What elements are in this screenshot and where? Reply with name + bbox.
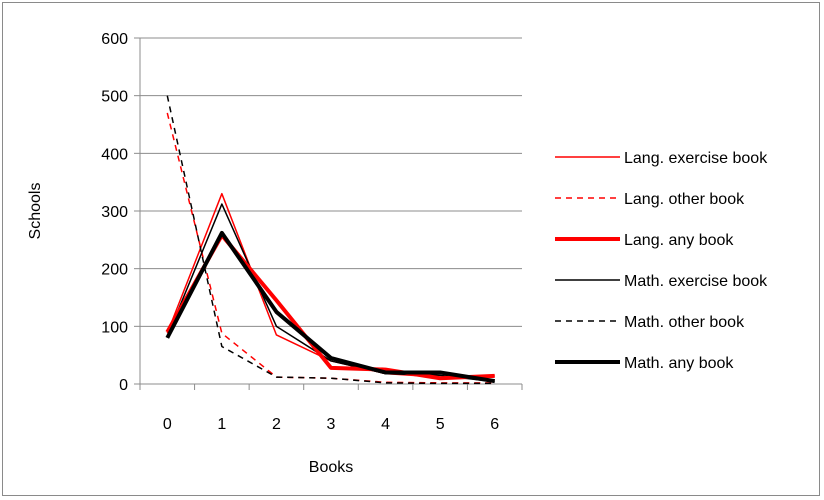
y-tick-label: 100 (101, 319, 128, 336)
x-tick-labels: 0 1 2 3 4 5 6 (163, 416, 499, 433)
series-line-4 (166, 95, 495, 385)
axes (139, 38, 523, 390)
legend-label-2: Lang. any book (624, 232, 734, 249)
gridlines (134, 37, 522, 385)
x-tick-label: 5 (436, 416, 445, 433)
y-tick-label: 400 (101, 146, 128, 163)
series-line-0 (166, 192, 495, 378)
series-lines (165, 95, 496, 385)
y-tick-label: 600 (101, 31, 128, 48)
y-tick-labels: 0 100 200 300 400 500 600 (101, 31, 128, 394)
legend-label-0: Lang. exercise book (624, 150, 768, 167)
x-tick-label: 3 (327, 416, 336, 433)
series-line-3 (166, 203, 495, 383)
y-tick-label: 300 (101, 204, 128, 221)
x-tick-label: 1 (217, 416, 226, 433)
legend-label-5: Math. any book (624, 355, 734, 372)
y-tick-label: 0 (119, 377, 128, 394)
x-tick-label: 4 (381, 416, 390, 433)
x-tick-label: 0 (163, 416, 172, 433)
x-tick-label: 6 (490, 416, 499, 433)
legend-label-3: Math. exercise book (624, 273, 768, 290)
y-axis-title: Schools (27, 183, 44, 240)
legend: Lang. exercise book Lang. other book Lang.… (555, 150, 768, 372)
legend-label-4: Math. other book (624, 314, 745, 331)
y-tick-label: 200 (101, 262, 128, 279)
legend-label-1: Lang. other book (624, 191, 745, 208)
y-tick-label: 500 (101, 89, 128, 106)
x-axis-title: Books (309, 459, 353, 476)
series-line-5 (165, 230, 496, 384)
x-tick-label: 2 (272, 416, 281, 433)
